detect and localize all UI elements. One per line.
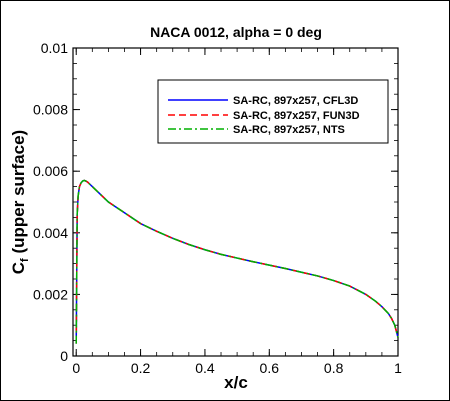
y-axis-label-main: C: [9, 262, 28, 274]
y-tick-label: 0.002: [33, 286, 68, 302]
x-axis-label: x/c: [224, 373, 248, 392]
y-tick-label: 0.008: [33, 102, 68, 118]
x-tick-label: 0.4: [195, 360, 215, 376]
x-tick-label: 0.8: [324, 360, 344, 376]
legend-box: [157, 79, 389, 144]
x-tick-label: 0: [72, 360, 80, 376]
y-axis-label-sub: f: [19, 258, 31, 262]
legend-label-fun3d: SA-RC, 897x257, FUN3D: [233, 110, 360, 122]
x-tick-label: 1: [394, 360, 402, 376]
y-tick-label: 0: [60, 348, 68, 364]
y-tick-label: 0.004: [33, 225, 68, 241]
axis-ticks: 0 0.002 0.004 0.006 0.008 0.01 0 0.2 0.4 0.6 0.8 1: [33, 40, 402, 376]
series-layer: [75, 179, 399, 344]
x-tick-label: 0.6: [260, 360, 280, 376]
legend-label-cfl3d: SA-RC, 897x257, CFL3D: [233, 95, 358, 107]
y-axis-label: Cf (upper surface): [9, 130, 31, 274]
chart-title: NACA 0012, alpha = 0 deg: [150, 24, 322, 40]
legend-label-nts: SA-RC, 897x257, NTS: [233, 124, 345, 136]
x-tick-label: 0.2: [131, 360, 151, 376]
y-axis-label-rest: (upper surface): [9, 130, 28, 258]
series-line-nts: [75, 179, 399, 344]
y-tick-label: 0.01: [41, 40, 68, 56]
y-tick-label: 0.006: [33, 163, 68, 179]
legend: SA-RC, 897x257, CFL3D SA-RC, 897x257, FU…: [157, 79, 389, 144]
